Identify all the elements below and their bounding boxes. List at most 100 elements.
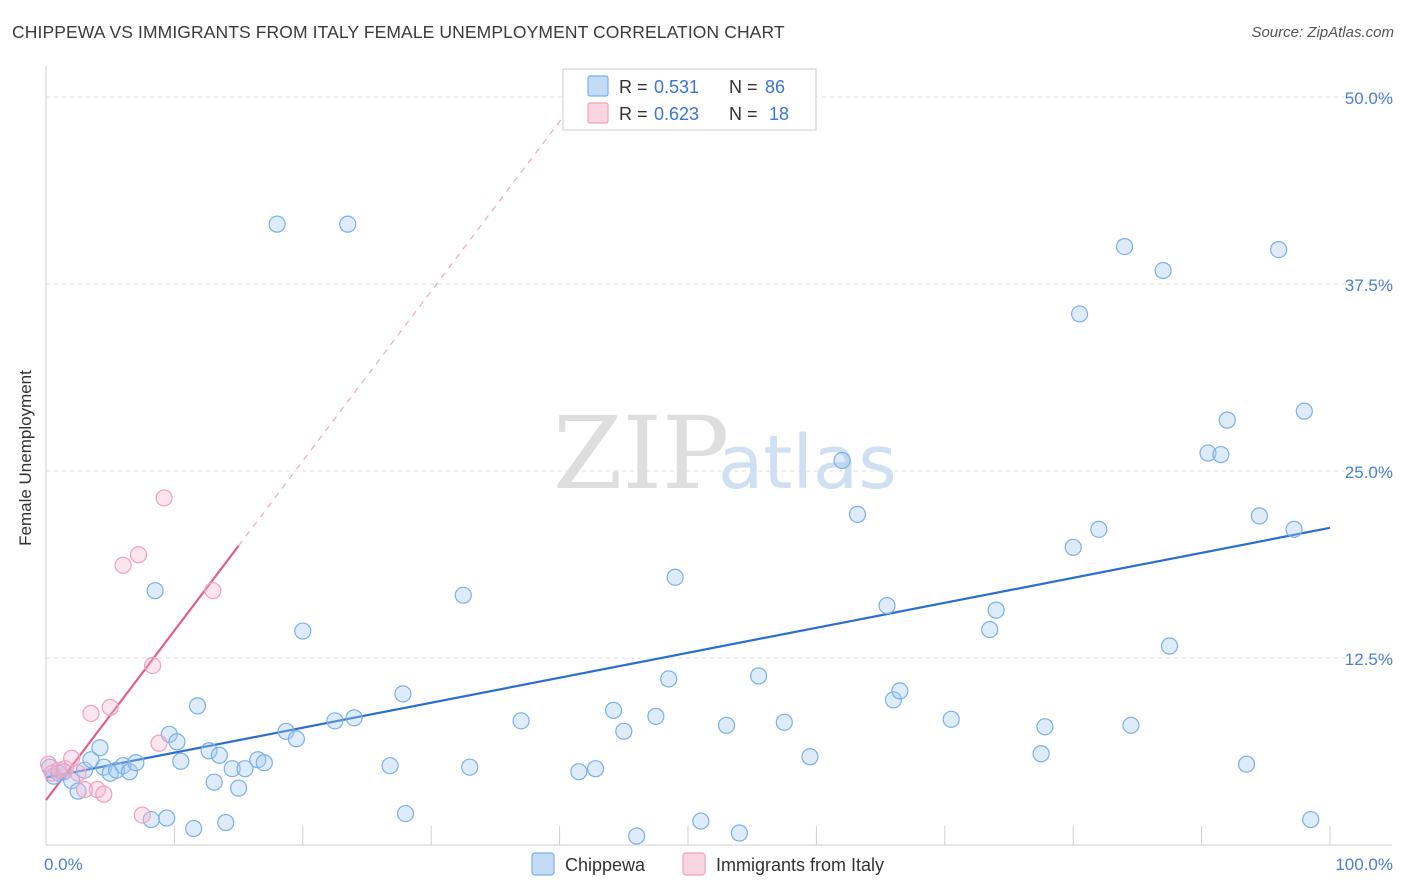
data-points (39, 215, 1320, 845)
point-italy-4 (63, 749, 81, 767)
point-italy-11 (114, 556, 132, 574)
point-chippewa-54 (717, 716, 736, 734)
legend-n-value-chippewa: 86 (765, 77, 785, 97)
axes (45, 66, 1392, 846)
point-chippewa-56 (750, 667, 768, 685)
y-tick-labels: 12.5% 25.0% 37.5% 50.0% (1345, 89, 1393, 669)
point-chippewa-35 (294, 622, 312, 640)
point-chippewa-36 (326, 712, 344, 730)
point-chippewa-45 (570, 763, 588, 781)
zipatlas-watermark: ZIP atlas (553, 395, 897, 512)
source-label: Source: ZipAtlas.com (1251, 24, 1394, 41)
point-chippewa-13 (120, 763, 139, 781)
gridlines (46, 96, 1392, 659)
point-chippewa-70 (1071, 305, 1089, 323)
point-italy-15 (150, 734, 168, 752)
series-legend-label-chippewa: Chippewa (565, 855, 646, 875)
point-chippewa-40 (394, 685, 412, 703)
point-chippewa-23 (200, 742, 218, 760)
point-chippewa-32 (268, 215, 286, 233)
point-chippewa-79 (1237, 755, 1256, 773)
point-chippewa-48 (615, 722, 633, 740)
point-italy-16 (155, 489, 173, 507)
point-chippewa-8 (91, 739, 109, 757)
point-chippewa-47 (604, 701, 623, 719)
series-legend: Chippewa Immigrants from Italy (531, 852, 884, 876)
point-chippewa-76 (1199, 444, 1217, 462)
point-chippewa-72 (1115, 238, 1134, 256)
legend-r-label-italy: R = (619, 104, 648, 124)
point-italy-6 (75, 781, 94, 799)
y-tick-label-0: 12.5% (1345, 650, 1393, 669)
legend-swatch-italy (587, 102, 609, 124)
point-italy-9 (95, 785, 113, 803)
point-italy-14 (143, 656, 162, 675)
point-italy-3 (56, 760, 74, 778)
point-chippewa-22 (188, 697, 207, 715)
point-italy-12 (129, 546, 148, 564)
point-chippewa-84 (1302, 810, 1320, 829)
point-chippewa-69 (1064, 538, 1082, 556)
legend-n-label-chippewa: N = (729, 77, 758, 97)
point-chippewa-43 (461, 758, 479, 776)
point-chippewa-9 (95, 758, 113, 776)
trendline-chippewa (45, 526, 1331, 779)
point-chippewa-81 (1270, 240, 1288, 259)
point-italy-5 (69, 764, 87, 782)
point-chippewa-67 (1032, 745, 1050, 763)
point-chippewa-52 (666, 568, 684, 586)
legend-r-value-italy: 0.623 (654, 104, 699, 124)
point-chippewa-55 (730, 824, 748, 842)
point-chippewa-27 (223, 760, 241, 778)
trend-lines (45, 104, 1331, 801)
point-chippewa-49 (628, 827, 646, 845)
point-chippewa-75 (1160, 637, 1179, 655)
point-chippewa-58 (801, 748, 819, 766)
series-legend-swatch-chippewa (531, 852, 555, 876)
point-chippewa-19 (168, 733, 186, 751)
chart-title: CHIPPEWA VS IMMIGRANTS FROM ITALY FEMALE… (12, 22, 785, 42)
point-chippewa-60 (848, 505, 867, 523)
point-chippewa-80 (1250, 507, 1268, 525)
point-chippewa-44 (512, 712, 530, 730)
point-chippewa-78 (1218, 411, 1236, 429)
legend-r-value-chippewa: 0.531 (654, 77, 699, 97)
watermark-atlas: atlas (718, 420, 897, 506)
trendline-italy (45, 545, 240, 801)
series-legend-swatch-italy (682, 852, 706, 876)
point-chippewa-20 (172, 752, 190, 770)
point-chippewa-25 (210, 746, 228, 764)
point-chippewa-26 (217, 813, 235, 832)
legend-r-label-chippewa: R = (619, 77, 648, 97)
point-chippewa-37 (339, 215, 357, 233)
trendline-extension-italy (238, 104, 573, 547)
y-tick-label-2: 37.5% (1345, 276, 1393, 295)
point-chippewa-64 (942, 710, 960, 728)
point-chippewa-62 (884, 691, 903, 709)
point-chippewa-82 (1285, 520, 1303, 538)
point-chippewa-61 (878, 597, 896, 615)
point-chippewa-31 (255, 754, 273, 772)
point-chippewa-68 (1036, 718, 1054, 736)
point-chippewa-77 (1212, 445, 1230, 464)
point-chippewa-14 (127, 754, 145, 772)
point-chippewa-24 (205, 773, 223, 791)
point-chippewa-42 (454, 586, 472, 604)
point-chippewa-50 (647, 707, 665, 725)
point-italy-0 (39, 755, 58, 773)
point-chippewa-16 (146, 582, 164, 600)
point-italy-10 (101, 698, 119, 716)
point-chippewa-46 (586, 760, 605, 778)
series-legend-label-italy: Immigrants from Italy (716, 855, 884, 875)
point-italy-17 (204, 582, 222, 600)
x-tick-labels: 0.0% 100.0% (44, 855, 1393, 874)
y-tick-label-1: 25.0% (1345, 463, 1393, 482)
point-chippewa-7 (82, 751, 100, 769)
point-chippewa-63 (891, 682, 909, 700)
legend-n-value-italy: 18 (769, 104, 789, 124)
legend-n-label-italy: N = (729, 104, 758, 124)
point-chippewa-73 (1122, 716, 1140, 734)
x-tick-label-max: 100.0% (1335, 855, 1393, 874)
point-chippewa-53 (692, 812, 710, 830)
